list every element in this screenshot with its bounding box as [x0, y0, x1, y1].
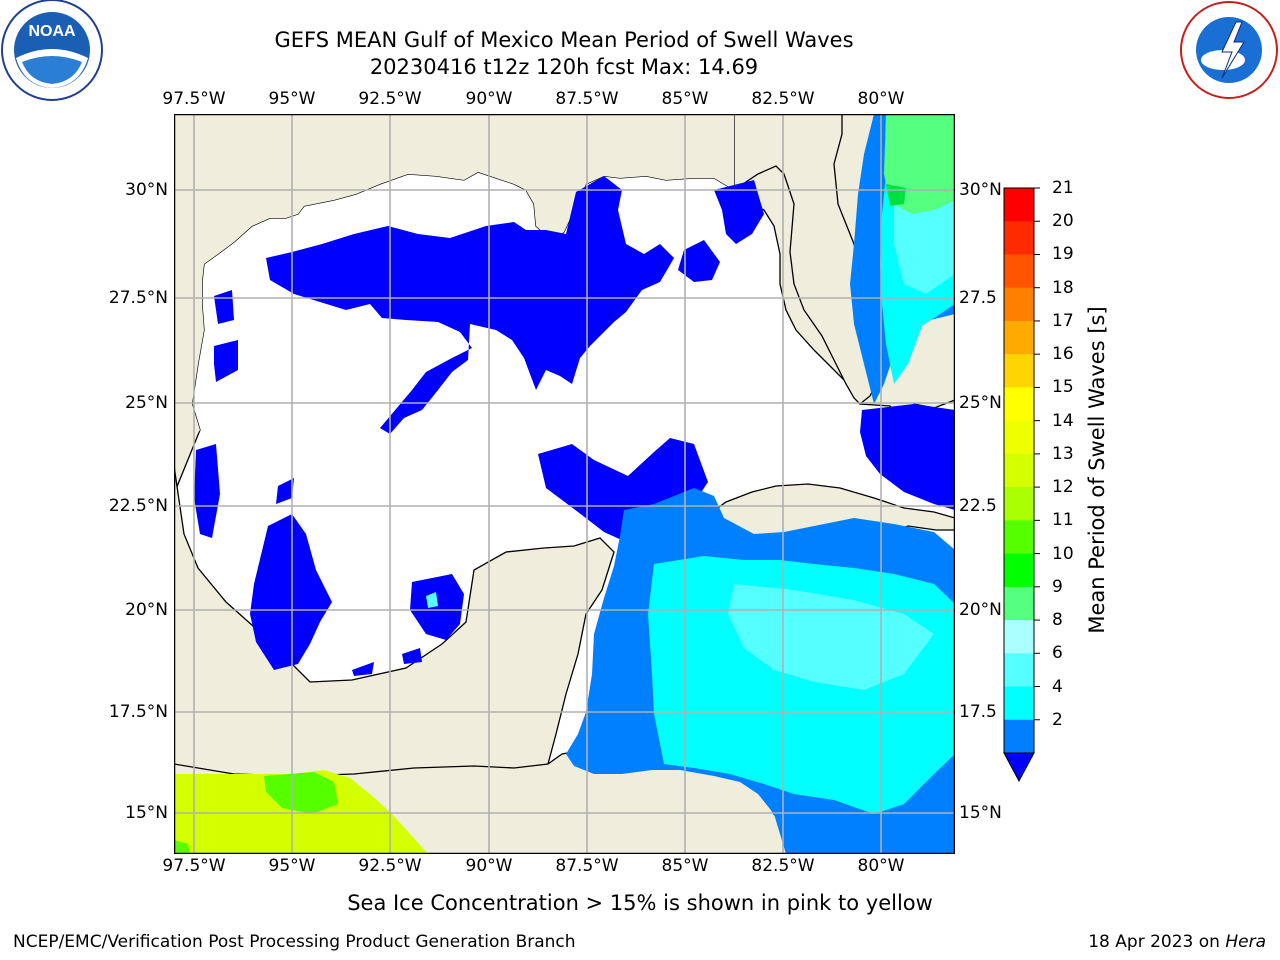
- colorbar-tick-label: 18: [1052, 277, 1074, 298]
- colorbar-extend-triangle: [1003, 752, 1035, 783]
- lon-tick-top: 80°W: [857, 89, 905, 109]
- colorbar-tick-label: 14: [1052, 410, 1074, 431]
- colorbar-frame: [1003, 187, 1035, 753]
- colorbar-band: [1004, 188, 1034, 222]
- colorbar-band: [1004, 553, 1034, 588]
- colorbar-band: [1004, 287, 1034, 322]
- florida-peninsula: [733, 114, 885, 405]
- colorbar-band: [1004, 354, 1034, 388]
- swell-green-regions: [884, 114, 955, 214]
- lon-tick-top: 97.5°W: [162, 89, 226, 109]
- lat-tick-right: 27.5: [959, 288, 997, 308]
- lat-tick-right: 30°N: [959, 180, 1002, 200]
- footer-date: 18 Apr 2023 on Hera: [1088, 932, 1266, 952]
- colorbar-tick-label: 20: [1052, 211, 1074, 232]
- colorbar-tick-label: 2: [1052, 709, 1063, 730]
- colorbar-band: [1004, 586, 1034, 621]
- colorbar-band: [1004, 453, 1034, 488]
- map-frame: [174, 114, 955, 854]
- colorbar-band: [1004, 520, 1034, 555]
- lat-tick-left: 25°N: [125, 393, 168, 413]
- lat-tick-left: 17.5°N: [108, 702, 168, 722]
- chart-subtitle: 20230416 t12z 120h fcst Max: 14.69: [369, 55, 759, 79]
- colorbar-band: [1004, 719, 1034, 754]
- lat-tick-right: 20°N: [959, 600, 1002, 620]
- lat-tick-left: 15°N: [125, 803, 168, 823]
- colorbar-tick-label: 12: [1052, 477, 1074, 498]
- lon-tick-bottom: 95°W: [268, 856, 316, 876]
- colorbar-label: Mean Period of Swell Waves [s]: [1085, 306, 1109, 634]
- swell-deep-blue-regions: [194, 176, 955, 676]
- colorbar-tick-label: 4: [1052, 676, 1063, 697]
- colorbar-tick-label: 8: [1052, 610, 1063, 631]
- lat-tick-right: 15°N: [959, 803, 1002, 823]
- lat-tick-right: 17.5: [959, 702, 997, 722]
- lat-tick-right: 22.5: [959, 496, 997, 516]
- colorbar-tick-label: 11: [1052, 510, 1074, 531]
- colorbar-band: [1004, 620, 1034, 654]
- lon-tick-top: 82.5°W: [751, 89, 815, 109]
- colorbar-tick-label: 17: [1052, 310, 1074, 331]
- footer-date-text: 18 Apr 2023 on: [1088, 932, 1226, 952]
- colorbar-tick-label: 19: [1052, 244, 1074, 265]
- swell-small-specks: [426, 592, 886, 670]
- colorbar-band: [1004, 420, 1034, 455]
- noaa-logo: NOAA: [0, 0, 104, 104]
- map-panel: [174, 114, 955, 854]
- colorbar-tick-label: 13: [1052, 443, 1074, 464]
- lon-tick-bottom: 80°W: [857, 856, 905, 876]
- sea-ice-note-text: Sea Ice Concentration > 15% is shown in …: [347, 891, 933, 915]
- colorbar-band: [1004, 320, 1034, 355]
- lat-tick-right: 25°N: [959, 393, 1002, 413]
- lon-tick-bottom: 85°W: [661, 856, 709, 876]
- colorbar-band: [1004, 387, 1034, 422]
- footer-host: Hera: [1225, 932, 1266, 952]
- colorbar-band: [1004, 254, 1034, 289]
- gulf-coast-land: [174, 114, 734, 466]
- footer-credit: NCEP/EMC/Verification Post Processing Pr…: [13, 932, 576, 952]
- colorbar-tick-label: 15: [1052, 377, 1074, 398]
- lon-tick-top: 87.5°W: [555, 89, 619, 109]
- noaa-logo-text: NOAA: [28, 23, 76, 40]
- lat-tick-left: 30°N: [125, 180, 168, 200]
- lon-tick-top: 92.5°W: [358, 89, 422, 109]
- graticule: [174, 114, 955, 854]
- lon-tick-top: 85°W: [661, 89, 709, 109]
- colorbar: [1003, 187, 1040, 783]
- colorbar-tick-label: 16: [1052, 344, 1074, 365]
- lon-tick-bottom: 82.5°W: [751, 856, 815, 876]
- lon-tick-top: 95°W: [268, 89, 316, 109]
- colorbar-tick-label: 10: [1052, 543, 1074, 564]
- lon-tick-bottom: 92.5°W: [358, 856, 422, 876]
- colorbar-band: [1004, 653, 1034, 688]
- colorbar-band: [1004, 686, 1034, 721]
- lat-tick-left: 20°N: [125, 600, 168, 620]
- colorbar-tick-label: 6: [1052, 643, 1063, 664]
- colorbar-tick-label: 9: [1052, 576, 1063, 597]
- lon-tick-bottom: 90°W: [465, 856, 513, 876]
- lon-tick-bottom: 97.5°W: [162, 856, 226, 876]
- colorbar-tick-label: 21: [1052, 178, 1074, 198]
- swell-pacific-lime-region: [174, 770, 428, 854]
- nws-logo: [1178, 0, 1280, 100]
- lon-tick-top: 90°W: [465, 89, 513, 109]
- lon-tick-bottom: 87.5°W: [555, 856, 619, 876]
- chart-title: GEFS MEAN Gulf of Mexico Mean Period of …: [274, 28, 854, 52]
- lat-tick-left: 27.5°N: [108, 288, 168, 308]
- lat-tick-left: 22.5°N: [108, 496, 168, 516]
- colorbar-band: [1004, 221, 1034, 255]
- colorbar-band: [1004, 487, 1034, 521]
- sea-ice-note: Sea Ice Concentration > 15% is shown in …: [0, 891, 1280, 915]
